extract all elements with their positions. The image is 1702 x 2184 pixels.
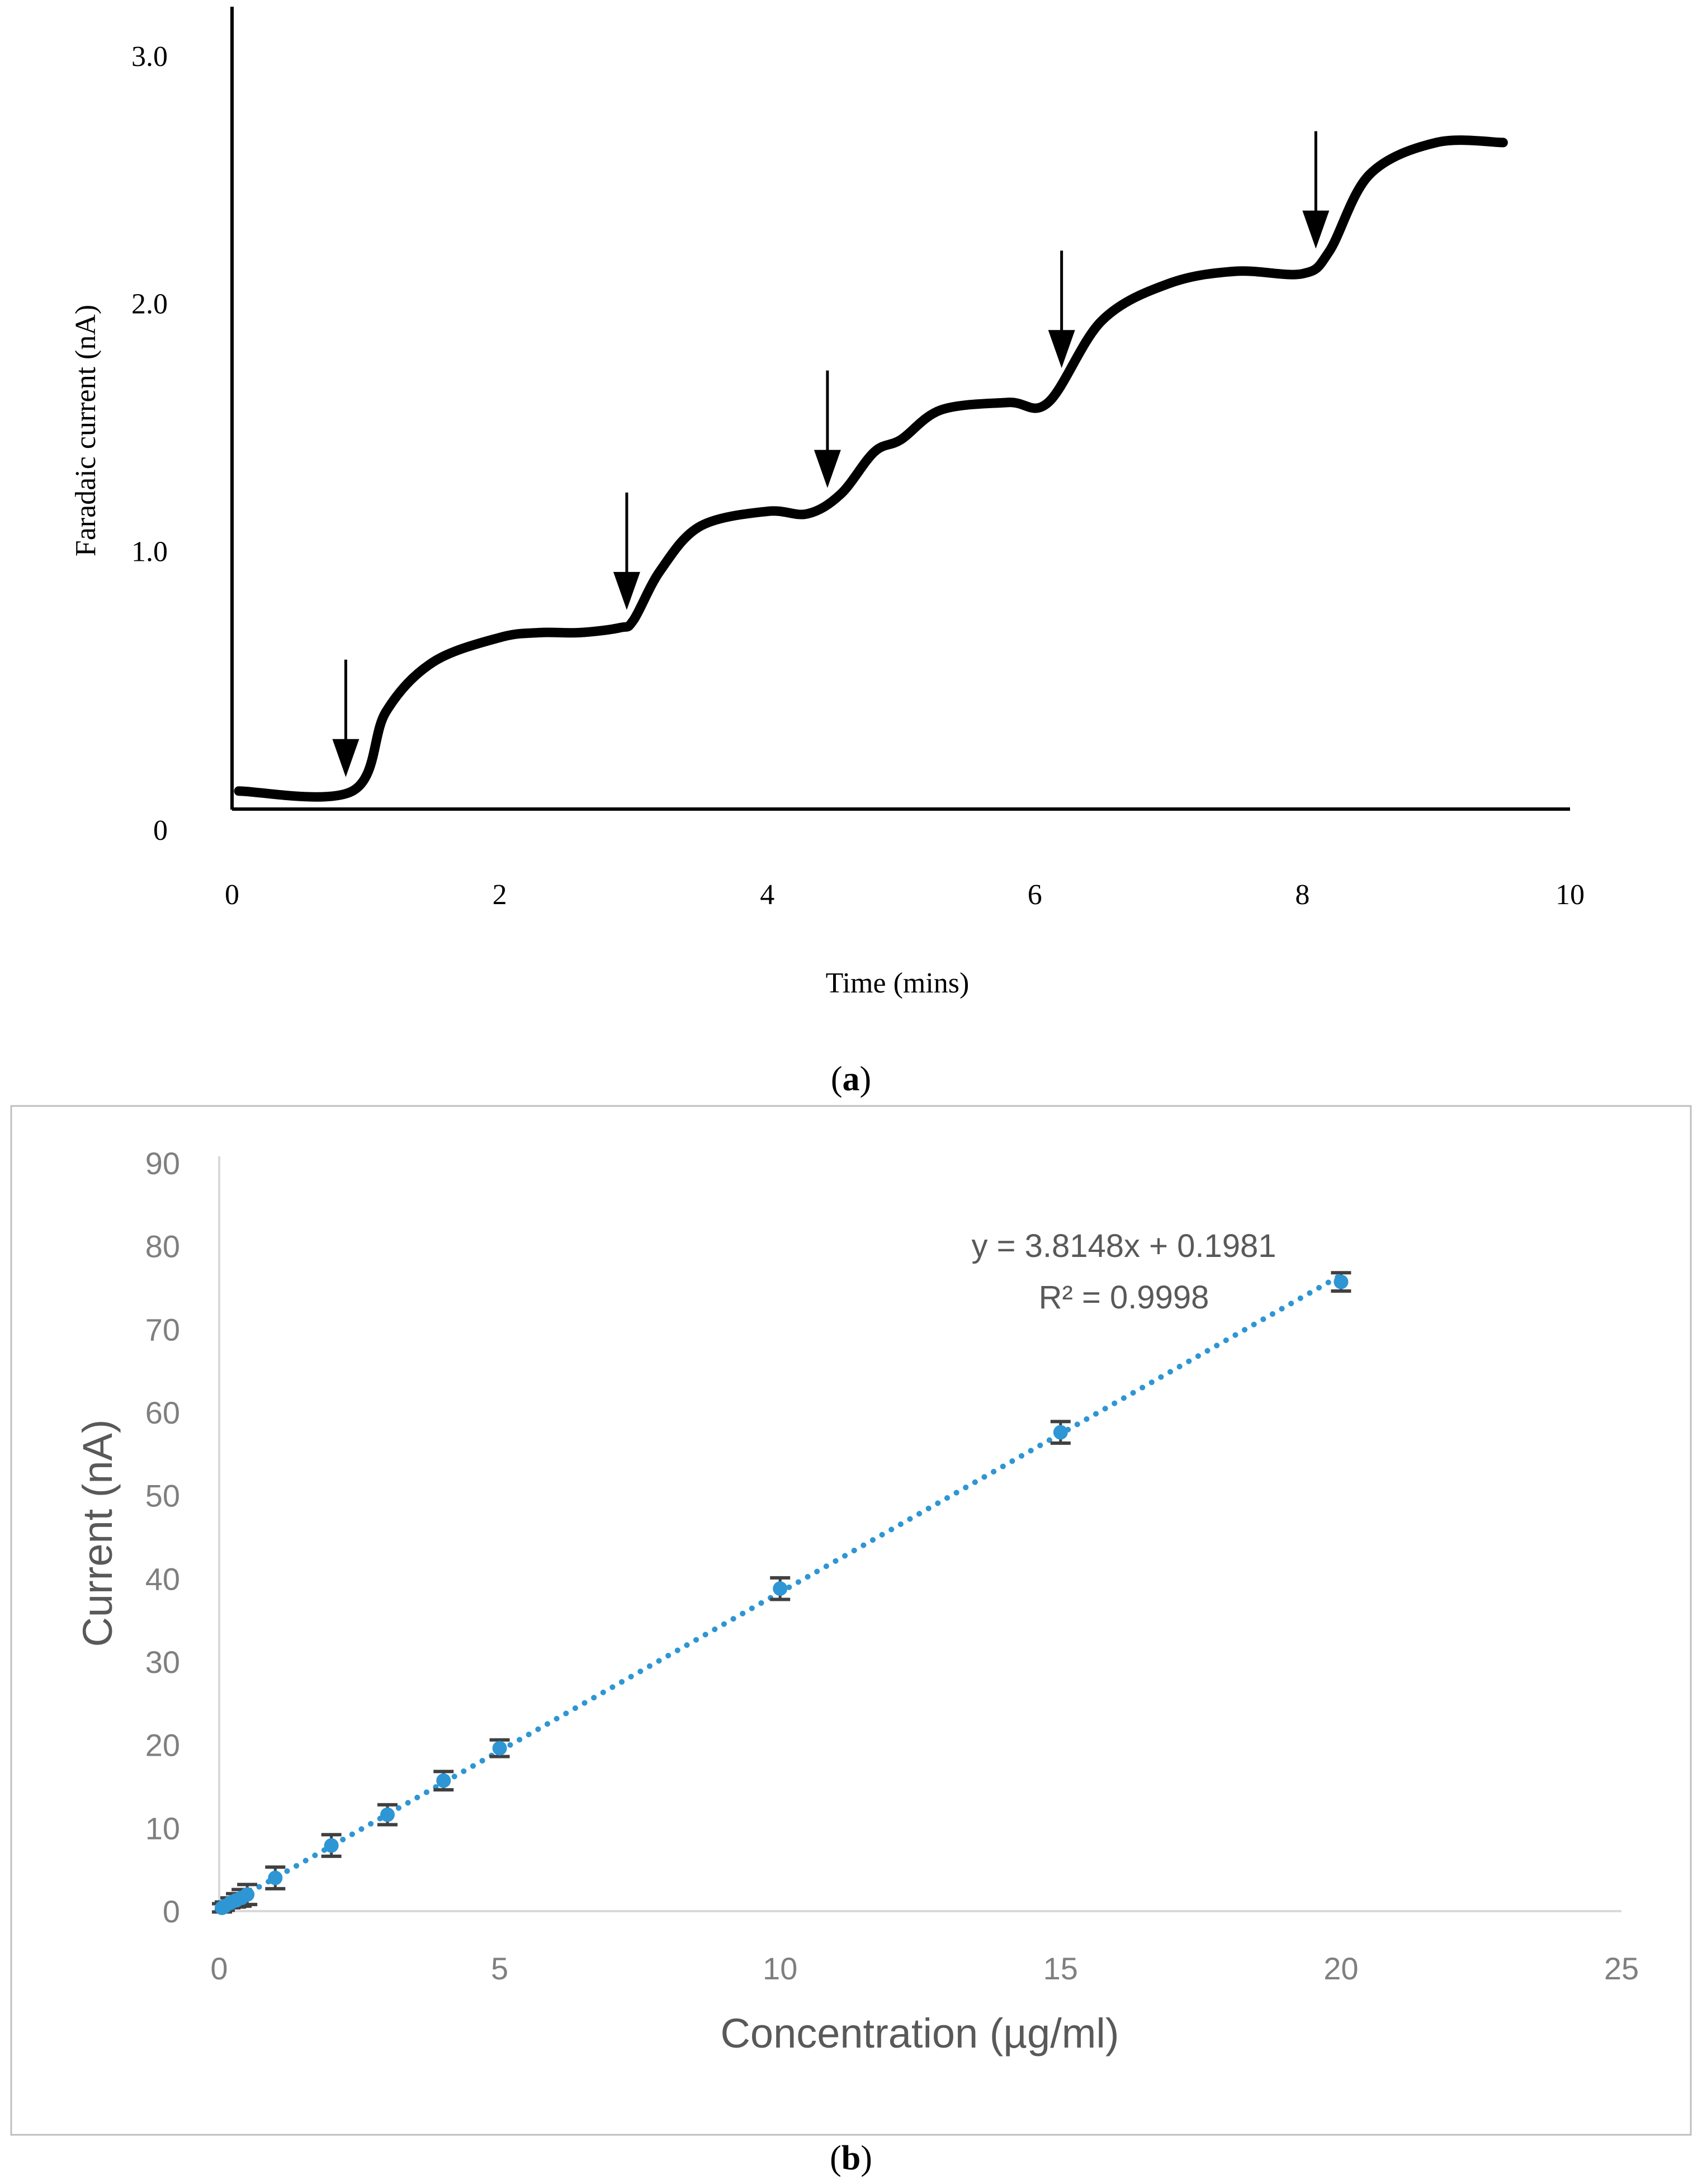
b-y-tick-label: 30	[145, 1644, 180, 1680]
a-y-tick-label: 1.0	[131, 536, 168, 568]
addition-arrow	[1048, 250, 1075, 368]
a-panel-label: (a)	[831, 1060, 871, 1098]
addition-arrow	[814, 370, 841, 488]
b-chart-frame	[10, 1105, 1692, 2136]
a-x-tick-label: 2	[493, 879, 507, 911]
a-current-trace	[234, 135, 1508, 802]
b-data-point	[240, 1887, 255, 1902]
b-y-tick-label: 80	[145, 1229, 180, 1264]
b-y-tick-label: 40	[145, 1561, 180, 1596]
b-data-point	[492, 1741, 507, 1756]
b-x-tick-label: 0	[210, 1951, 228, 1986]
a-y-tick-label: 2.0	[131, 289, 168, 320]
b-x-tick-label: 20	[1323, 1951, 1358, 1986]
b-data-point	[380, 1807, 395, 1822]
addition-arrow-head	[613, 571, 640, 610]
b-data-point	[436, 1773, 451, 1788]
a-x-tick-label: 4	[760, 879, 774, 911]
panel-a-chart: 0 1.0 2.0 3.0 0 2 4 6 8 10 Faradaic current (nA)…	[70, 7, 1585, 1098]
b-data-point	[1334, 1274, 1349, 1289]
b-x-tick-label: 25	[1604, 1951, 1639, 1986]
panel-b-chart: 0 10 20 30 40 50 60 70 80 90 0 5 10 15 20 25 y = 3.814…	[10, 1105, 1692, 2177]
b-y-tick-label: 50	[145, 1478, 180, 1514]
a-x-tick-label: 0	[225, 879, 239, 911]
a-y-axis-label: Faradaic current (nA)	[70, 305, 102, 556]
addition-arrow-head	[332, 739, 360, 777]
b-data-point	[773, 1581, 788, 1596]
b-data-point	[324, 1838, 339, 1853]
b-data-point	[1053, 1425, 1068, 1440]
addition-arrow-head	[1048, 330, 1075, 368]
b-y-tick-label: 20	[145, 1728, 180, 1763]
b-x-tick-label: 5	[491, 1951, 508, 1986]
b-y-axis-label: Current (nA)	[74, 1419, 121, 1647]
b-x-tick-label: 15	[1043, 1951, 1078, 1986]
a-panel-letter: a	[843, 1060, 860, 1098]
addition-arrow-head	[814, 450, 841, 488]
a-y-tick-label: 0	[153, 815, 168, 847]
addition-arrow	[613, 492, 640, 610]
b-trend-equation: y = 3.8148x + 0.1981	[972, 1228, 1276, 1264]
b-y-tick-label: 10	[145, 1810, 180, 1846]
b-x-tick-label: 10	[763, 1951, 797, 1986]
a-x-axis-label: Time (mins)	[826, 967, 970, 999]
b-panel-letter: b	[841, 2139, 861, 2177]
a-x-tick-label: 10	[1556, 879, 1585, 911]
a-x-tick-label: 8	[1295, 879, 1309, 911]
b-y-tick-label: 70	[145, 1312, 180, 1347]
addition-arrow	[332, 659, 360, 777]
a-x-tick-label: 6	[1028, 879, 1042, 911]
addition-arrow-head	[1302, 210, 1330, 249]
b-panel-label: (b)	[830, 2139, 872, 2177]
b-y-tick-label: 60	[145, 1395, 180, 1430]
b-y-tick-label: 0	[163, 1894, 180, 1929]
b-y-tick-label: 90	[145, 1146, 180, 1181]
b-r-squared: R² = 0.9998	[1039, 1279, 1209, 1316]
b-data-point	[268, 1870, 283, 1885]
b-x-axis-label: Concentration (µg/ml)	[720, 2010, 1119, 2057]
addition-arrow	[1302, 131, 1330, 249]
a-y-tick-label: 3.0	[131, 41, 168, 73]
